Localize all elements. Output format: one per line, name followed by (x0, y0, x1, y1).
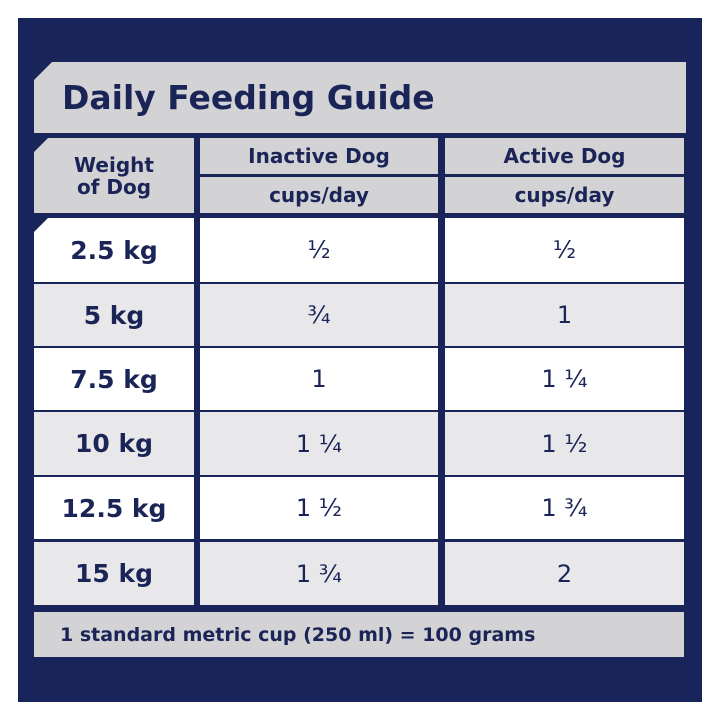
header-weight-line2: of Dog (76, 174, 152, 199)
cell-active: 1 ½ (445, 412, 684, 475)
cell-weight: 12.5 kg (34, 477, 194, 539)
header-active-unit: cups/day (445, 177, 684, 213)
cell-inactive: 1 ¼ (200, 412, 438, 475)
cell-active: 1 ¾ (445, 477, 684, 539)
cell-weight: 10 kg (34, 412, 194, 475)
cell-active: 1 (445, 284, 684, 346)
header-inactive-unit: cups/day (200, 177, 438, 213)
cell-active: 1 ¼ (445, 348, 684, 410)
header-weight: Weight of Dog (34, 138, 194, 213)
header-active: Active Dog (445, 138, 684, 174)
cell-inactive: 1 (200, 348, 438, 410)
header-weight-line1: Weight (74, 152, 154, 177)
cell-weight: 5 kg (34, 284, 194, 346)
cell-active: 2 (445, 542, 684, 605)
cell-inactive: ½ (200, 218, 438, 282)
cell-weight: 7.5 kg (34, 348, 194, 410)
page-title: Daily Feeding Guide (34, 62, 686, 133)
cell-inactive: ¾ (200, 284, 438, 346)
header-inactive: Inactive Dog (200, 138, 438, 174)
cell-weight: 2.5 kg (34, 218, 194, 282)
cell-active: ½ (445, 218, 684, 282)
cell-inactive: 1 ½ (200, 477, 438, 539)
cell-weight: 15 kg (34, 542, 194, 605)
footer-note: 1 standard metric cup (250 ml) = 100 gra… (34, 612, 684, 657)
cell-inactive: 1 ¾ (200, 542, 438, 605)
